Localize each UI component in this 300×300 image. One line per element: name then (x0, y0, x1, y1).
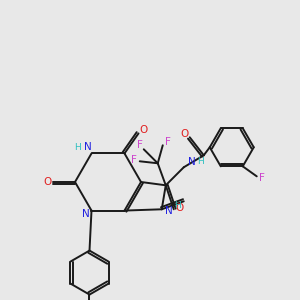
Text: F: F (165, 137, 171, 147)
Text: F: F (137, 140, 143, 150)
Text: O: O (140, 125, 148, 135)
Text: O: O (181, 129, 189, 139)
Text: H: H (174, 201, 181, 210)
Text: F: F (259, 173, 265, 183)
Text: H: H (74, 143, 81, 152)
Text: O: O (176, 203, 184, 213)
Text: N: N (188, 157, 196, 167)
Text: O: O (43, 177, 51, 187)
Text: F: F (131, 155, 137, 165)
Text: H: H (197, 157, 204, 166)
Text: N: N (165, 206, 172, 216)
Text: N: N (82, 208, 89, 219)
Text: N: N (84, 142, 92, 152)
